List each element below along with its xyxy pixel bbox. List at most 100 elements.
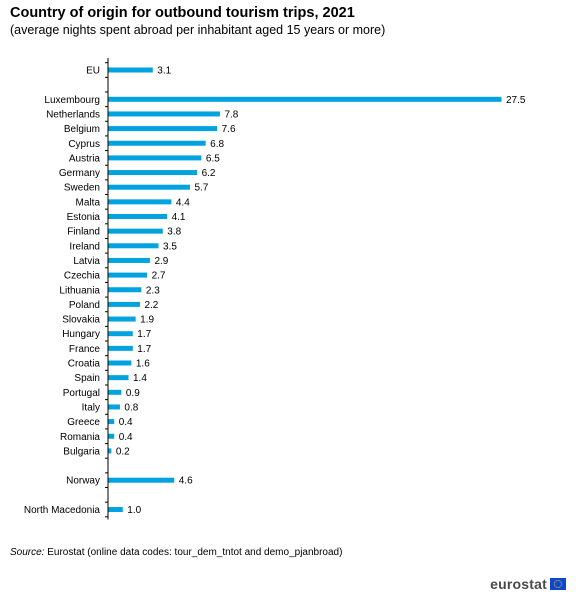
flag-star xyxy=(555,586,557,588)
value-label: 7.8 xyxy=(224,109,238,120)
bar xyxy=(108,375,129,381)
flag-star xyxy=(560,585,562,587)
bar xyxy=(108,272,148,278)
flag-star xyxy=(555,580,557,582)
category-label: Portugal xyxy=(63,388,100,399)
flag-star xyxy=(557,587,559,589)
category-label: EU xyxy=(86,66,100,77)
flag-star xyxy=(553,583,555,585)
value-label: 3.8 xyxy=(167,227,181,238)
value-label: 0.2 xyxy=(116,446,130,457)
category-label: Malta xyxy=(76,197,101,208)
bar xyxy=(108,111,220,117)
bar xyxy=(108,389,122,395)
chart-title: Country of origin for outbound tourism t… xyxy=(10,5,355,21)
eurostat-logo: eurostat xyxy=(490,576,566,592)
category-label: Finland xyxy=(67,227,100,238)
flag-star xyxy=(561,583,563,585)
bar xyxy=(108,345,133,351)
bar xyxy=(108,96,502,102)
value-label: 3.5 xyxy=(163,241,177,252)
bar xyxy=(108,67,153,73)
value-label: 3.1 xyxy=(157,66,171,77)
value-label: 2.2 xyxy=(144,300,158,311)
category-label: Romania xyxy=(60,432,100,443)
value-label: 1.4 xyxy=(133,373,147,384)
category-label: Austria xyxy=(69,153,101,164)
flag-star xyxy=(559,580,561,582)
bar-chart: EU 3.1 Luxembourg 27.5 Netherlands 7.8 Belgium… xyxy=(24,58,526,520)
bar xyxy=(108,419,115,425)
bar xyxy=(108,184,190,190)
value-label: 2.3 xyxy=(146,285,160,296)
value-label: 4.4 xyxy=(176,197,190,208)
chart-subtitle: (average nights spent abroad per inhabit… xyxy=(10,23,386,37)
value-label: 7.6 xyxy=(222,124,236,135)
value-label: 6.8 xyxy=(210,139,224,150)
category-label: France xyxy=(69,344,101,355)
source-label: Source: xyxy=(10,547,45,558)
value-label: 0.4 xyxy=(119,432,133,443)
bar xyxy=(108,404,120,410)
flag-star xyxy=(557,579,559,581)
category-label: Hungary xyxy=(62,329,100,340)
value-label: 2.7 xyxy=(152,271,166,282)
category-label: Norway xyxy=(66,476,100,487)
category-label: Netherlands xyxy=(46,109,100,120)
bar xyxy=(108,360,132,366)
value-label: 27.5 xyxy=(506,95,526,106)
category-label: Belgium xyxy=(64,124,100,135)
category-label: Bulgaria xyxy=(63,446,100,457)
bar xyxy=(108,155,202,161)
category-label: Cyprus xyxy=(68,139,100,150)
value-label: 1.7 xyxy=(137,344,151,355)
source-note: Source: Eurostat (online data codes: tou… xyxy=(10,547,342,558)
bar xyxy=(108,477,175,483)
source-text: Eurostat (online data codes: tour_dem_tn… xyxy=(44,547,343,558)
category-label: Croatia xyxy=(68,359,101,370)
value-label: 1.0 xyxy=(127,505,141,516)
category-label: Greece xyxy=(67,417,100,428)
category-label: Germany xyxy=(59,168,100,179)
value-label: 0.4 xyxy=(119,417,133,428)
value-label: 6.2 xyxy=(202,168,216,179)
value-label: 1.9 xyxy=(140,315,154,326)
value-label: 1.7 xyxy=(137,329,151,340)
value-label: 0.9 xyxy=(126,388,140,399)
category-label: Slovakia xyxy=(62,315,100,326)
eu-flag-icon xyxy=(550,578,566,590)
category-label: Estonia xyxy=(67,212,101,223)
bar xyxy=(108,433,115,439)
bar xyxy=(108,448,112,454)
category-label: Luxembourg xyxy=(44,95,100,106)
category-label: Poland xyxy=(69,300,100,311)
bar xyxy=(108,214,168,219)
flag-star xyxy=(554,585,556,587)
bar xyxy=(108,287,142,293)
category-label: Lithuania xyxy=(59,285,100,296)
bar xyxy=(108,140,206,146)
bar xyxy=(108,199,172,205)
category-label: Czechia xyxy=(64,271,101,282)
bar xyxy=(108,301,140,307)
bar xyxy=(108,331,133,337)
value-label: 2.9 xyxy=(154,256,168,267)
flag-star xyxy=(559,586,561,588)
bar xyxy=(108,507,123,512)
category-label: Sweden xyxy=(64,183,100,194)
value-label: 6.5 xyxy=(206,153,220,164)
category-label: Ireland xyxy=(69,241,100,252)
bar xyxy=(108,170,198,176)
category-label: Italy xyxy=(82,402,100,413)
bar xyxy=(108,243,159,249)
category-label: Latvia xyxy=(73,256,100,267)
flag-star xyxy=(554,581,556,583)
value-label: 1.6 xyxy=(136,359,150,370)
category-label: Spain xyxy=(74,373,100,384)
category-label: North Macedonia xyxy=(24,505,101,516)
bar xyxy=(108,257,150,263)
flag-background xyxy=(550,578,566,590)
value-label: 4.1 xyxy=(172,212,186,223)
value-label: 0.8 xyxy=(124,402,138,413)
value-label: 4.6 xyxy=(179,476,193,487)
